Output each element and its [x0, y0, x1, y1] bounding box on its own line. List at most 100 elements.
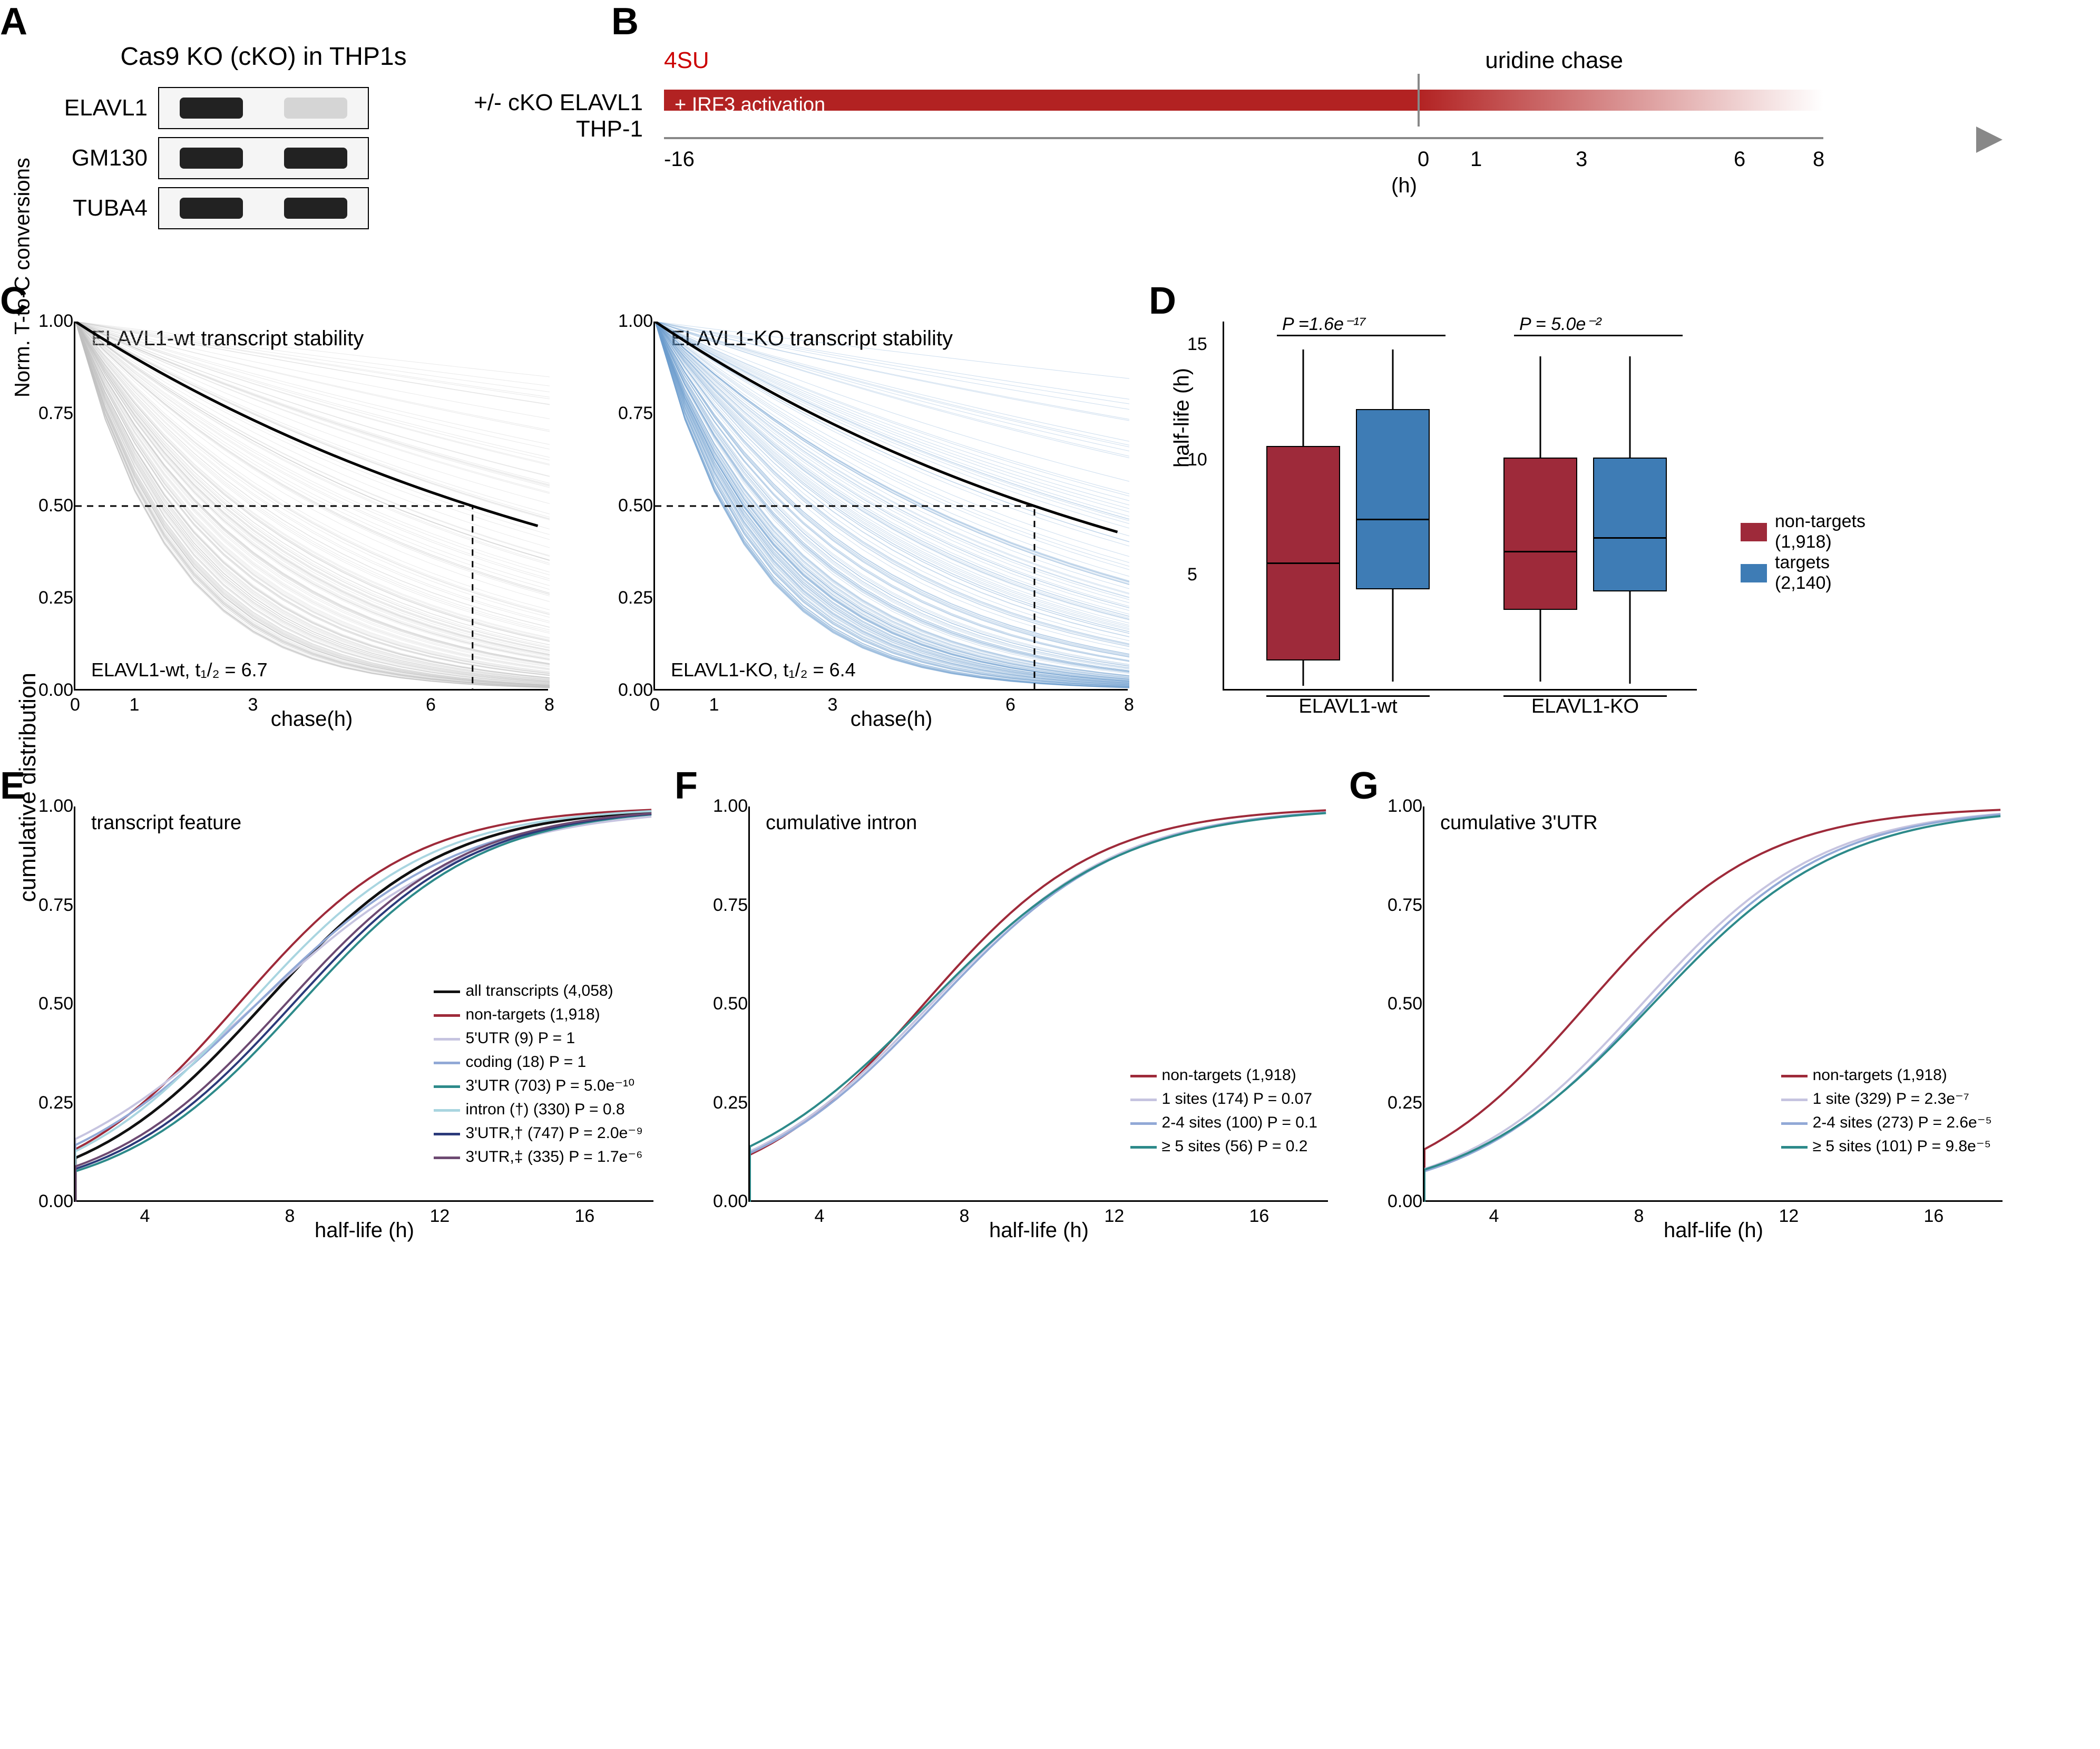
boxplot-box	[1593, 458, 1667, 591]
y-tick: 0.00	[618, 680, 653, 701]
panel-label-g: G	[1349, 764, 1379, 808]
panel-b: B +/- cKO ELAVL1 THP-1 4SU uridine chase…	[622, 11, 1992, 200]
y-tick: 10	[1187, 450, 1207, 470]
x-tick: 8	[1634, 1206, 1644, 1227]
x-tick: 1	[130, 695, 140, 715]
y-tick: 0.75	[618, 403, 653, 424]
x-group-label: ELAVL1-KO	[1503, 695, 1667, 718]
x-tick: 8	[285, 1206, 295, 1227]
x-tick: 12	[430, 1206, 450, 1227]
y-tick: 0.50	[1388, 994, 1422, 1014]
y-tick: 5	[1187, 565, 1197, 585]
y-tick: 1.00	[713, 796, 748, 817]
y-tick: 0.00	[713, 1191, 748, 1212]
x-axis-label: half-life (h)	[1664, 1219, 1763, 1242]
x-tick: 3	[828, 695, 838, 715]
figure-root: A Cas9 KO (cKO) in THP1s ELAVL1 GM130 TU…	[11, 11, 2089, 1202]
arrow-icon	[1976, 127, 2003, 153]
legend-text: non-targets(1,918)	[1775, 511, 1865, 552]
x-tick: 6	[1005, 695, 1015, 715]
y-tick: 0.50	[713, 994, 748, 1014]
timeline: +/- cKO ELAVL1 THP-1 4SU uridine chase +…	[653, 42, 1992, 200]
blot-lane-box	[158, 187, 369, 229]
blot-lane-box	[158, 87, 369, 129]
p-value: P =1.6e⁻¹⁷	[1282, 314, 1366, 335]
row-3: E transcript feature cumulative distribu…	[11, 775, 2089, 1202]
boxplot-box	[1356, 409, 1430, 589]
timeline-tick-0	[1418, 74, 1420, 127]
decay-svg	[655, 322, 1129, 691]
band	[180, 148, 243, 169]
panel-g: G cumulative 3'UTR half-life (h) non-tar…	[1360, 775, 2003, 1202]
panel-label-f: F	[675, 764, 698, 808]
blot-label: ELAVL1	[42, 95, 148, 121]
panel-label-b: B	[611, 0, 639, 43]
decay-svg	[75, 322, 550, 691]
x-tick: 0	[650, 695, 660, 715]
x-group-label: ELAVL1-wt	[1266, 695, 1430, 718]
boxplot-box	[1266, 446, 1340, 660]
x-tick: 16	[1924, 1206, 1944, 1227]
panel-label-d: D	[1149, 279, 1176, 323]
boxplot-chart: half-life (h) 51015P =1.6e⁻¹⁷ELAVL1-wtP …	[1223, 322, 1697, 691]
x-tick: 4	[1489, 1206, 1499, 1227]
legend-text: targets(2,140)	[1775, 552, 1832, 594]
x-axis-label: chase(h)	[851, 707, 933, 731]
x-tick: 8	[544, 695, 554, 715]
timeline-tick-label: 1	[1470, 148, 1482, 171]
y-tick: 0.25	[38, 588, 73, 608]
y-axis-label: Norm. T-to-C conversions	[11, 158, 35, 397]
panel-c: C ELAVL1-wt transcript stability ELAVL1-…	[11, 290, 1128, 691]
label-4su: 4SU	[664, 47, 709, 74]
decay-chart-wt: ELAVL1-wt transcript stability ELAVL1-wt…	[74, 322, 548, 691]
decay-chart-ko: ELAVL1-KO transcript stability ELAVL1-KO…	[653, 322, 1128, 691]
row-2: C ELAVL1-wt transcript stability ELAVL1-…	[11, 290, 2089, 691]
timeline-gradient-bar	[664, 90, 1823, 111]
timeline-axis	[664, 137, 1823, 139]
y-tick: 0.50	[38, 495, 73, 516]
band	[180, 98, 243, 119]
panel-f: F cumulative intron half-life (h) non-ta…	[685, 775, 1328, 1202]
y-tick: 1.00	[38, 311, 73, 332]
y-tick: 1.00	[1388, 796, 1422, 817]
legend-item: targets(2,140)	[1741, 552, 1865, 594]
band	[284, 98, 347, 119]
label-irf3: + IRF3 activation	[675, 94, 825, 116]
timeline-cko: +/- cKO ELAVL1	[474, 90, 643, 115]
y-axis-label: cumulative distribution	[15, 673, 41, 902]
x-tick: 4	[815, 1206, 825, 1227]
y-tick: 0.00	[38, 680, 73, 701]
cdf-svg	[1424, 807, 2004, 1202]
band	[284, 198, 347, 219]
cdf-svg	[750, 807, 1330, 1202]
blot-row: TUBA4	[42, 187, 485, 229]
y-tick: 0.75	[1388, 895, 1422, 916]
y-tick: 0.00	[38, 1191, 73, 1212]
y-tick: 15	[1187, 334, 1207, 355]
x-tick: 16	[575, 1206, 595, 1227]
panel-d: D half-life (h) 51015P =1.6e⁻¹⁷ELAVL1-wt…	[1159, 290, 1697, 691]
timeline-thp1: THP-1	[576, 116, 643, 142]
timeline-tick-label: 6	[1734, 148, 1745, 171]
y-tick: 0.25	[38, 1093, 73, 1113]
x-tick: 1	[709, 695, 719, 715]
x-tick: 12	[1779, 1206, 1799, 1227]
y-tick: 0.00	[1388, 1191, 1422, 1212]
timeline-tick-label: 8	[1813, 148, 1824, 171]
x-axis-label: half-life (h)	[315, 1219, 414, 1242]
y-tick: 0.50	[38, 994, 73, 1014]
y-tick: 0.75	[38, 895, 73, 916]
y-tick: 0.75	[713, 895, 748, 916]
cdf-chart-g: cumulative 3'UTR half-life (h) non-targe…	[1423, 807, 2003, 1202]
x-axis-label: chase(h)	[271, 707, 353, 731]
row-1: A Cas9 KO (cKO) in THP1s ELAVL1 GM130 TU…	[11, 11, 2089, 237]
cdf-chart-e: transcript feature cumulative distributi…	[74, 807, 653, 1202]
legend-swatch	[1741, 523, 1767, 541]
panel-a-title: Cas9 KO (cKO) in THP1s	[42, 42, 485, 71]
p-value: P = 5.0e⁻²	[1519, 314, 1601, 335]
timeline-hours-label: (h)	[1391, 174, 1417, 198]
boxplot-legend: non-targets(1,918)targets(2,140)	[1741, 511, 1865, 594]
x-tick: 6	[426, 695, 436, 715]
x-tick: 3	[248, 695, 258, 715]
x-tick: 0	[70, 695, 80, 715]
